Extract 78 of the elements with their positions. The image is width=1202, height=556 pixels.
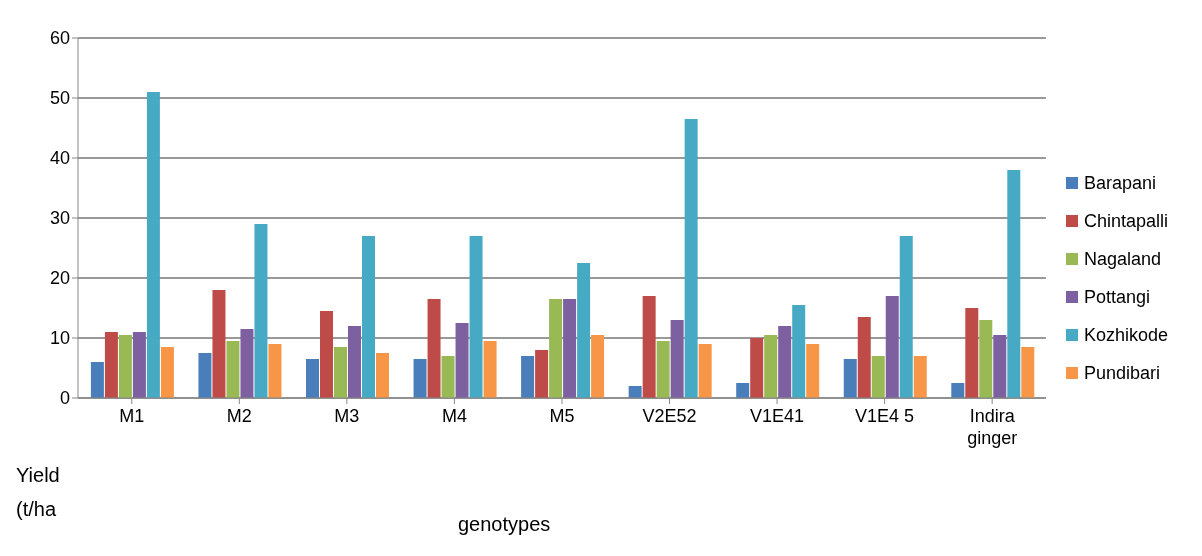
bar [160, 347, 174, 398]
bar [871, 356, 885, 398]
bar [90, 362, 104, 398]
x-tick-label: M2 [226, 406, 252, 426]
bar [1007, 170, 1021, 398]
y-axis-title: Yield (t/ha [16, 463, 61, 522]
bar [320, 311, 333, 398]
x-tick-label: V2E52 [642, 406, 697, 426]
bar [535, 350, 549, 398]
bar [642, 296, 656, 398]
bar [764, 335, 778, 398]
bar [118, 335, 132, 398]
x-tick-label: M3 [334, 406, 360, 426]
bar [750, 338, 764, 398]
bar [563, 299, 577, 398]
bar [979, 320, 993, 398]
bar [427, 299, 441, 398]
bar [334, 347, 347, 398]
y-tick-label: 60 [49, 28, 70, 49]
bar [362, 236, 375, 398]
bar [212, 290, 226, 398]
y-tick-label: 50 [49, 88, 70, 109]
legend-label: Chintapalli [1083, 210, 1168, 233]
bar [240, 329, 254, 398]
x-tick-label: M4 [441, 406, 467, 426]
bar [104, 332, 118, 398]
legend-label: Pottangi [1083, 286, 1150, 309]
bar [670, 320, 684, 398]
bar [521, 356, 535, 398]
legend-label: Kozhikode [1083, 324, 1168, 347]
bar [413, 359, 427, 398]
bar [806, 344, 820, 398]
bar [483, 341, 497, 398]
bar [843, 359, 857, 398]
bar [254, 224, 268, 398]
bar [441, 356, 455, 398]
x-tick-label: V1E41 [750, 406, 805, 426]
y-tick-label: 10 [49, 328, 70, 349]
bar [1021, 347, 1035, 398]
x-tick-label: V1E4 5 [855, 406, 915, 426]
y-tick-label: 40 [49, 148, 70, 169]
bar [376, 353, 389, 398]
bar [778, 326, 792, 398]
bar [965, 308, 979, 398]
bar [198, 353, 212, 398]
bar [132, 332, 146, 398]
legend-label: Nagaland [1083, 248, 1161, 271]
legend-label: Pundibari [1083, 362, 1160, 385]
bar [306, 359, 319, 398]
bar [268, 344, 282, 398]
x-axis-title: genotypes [458, 513, 551, 536]
bar [684, 119, 698, 398]
bar [226, 341, 240, 398]
bar [577, 263, 591, 398]
bar [951, 383, 965, 398]
bar [549, 299, 563, 398]
y-tick-label: 0 [59, 388, 70, 409]
x-tick-label: M5 [549, 406, 575, 426]
y-tick-label: 20 [49, 268, 70, 289]
bar [913, 356, 927, 398]
x-tick-label: M1 [119, 406, 145, 426]
bar [348, 326, 361, 398]
bar [736, 383, 750, 398]
bar [591, 335, 605, 398]
bar [792, 305, 806, 398]
bar [656, 341, 670, 398]
bar [455, 323, 469, 398]
legend-label: Barapani [1083, 172, 1156, 195]
y-tick-label: 30 [49, 208, 70, 229]
bar [857, 317, 871, 398]
bar [146, 92, 160, 398]
bar [698, 344, 712, 398]
bar [628, 386, 642, 398]
bar [469, 236, 483, 398]
bar [885, 296, 899, 398]
x-tick-label: Indira ginger [967, 406, 1018, 448]
bar [993, 335, 1007, 398]
bar [899, 236, 913, 398]
